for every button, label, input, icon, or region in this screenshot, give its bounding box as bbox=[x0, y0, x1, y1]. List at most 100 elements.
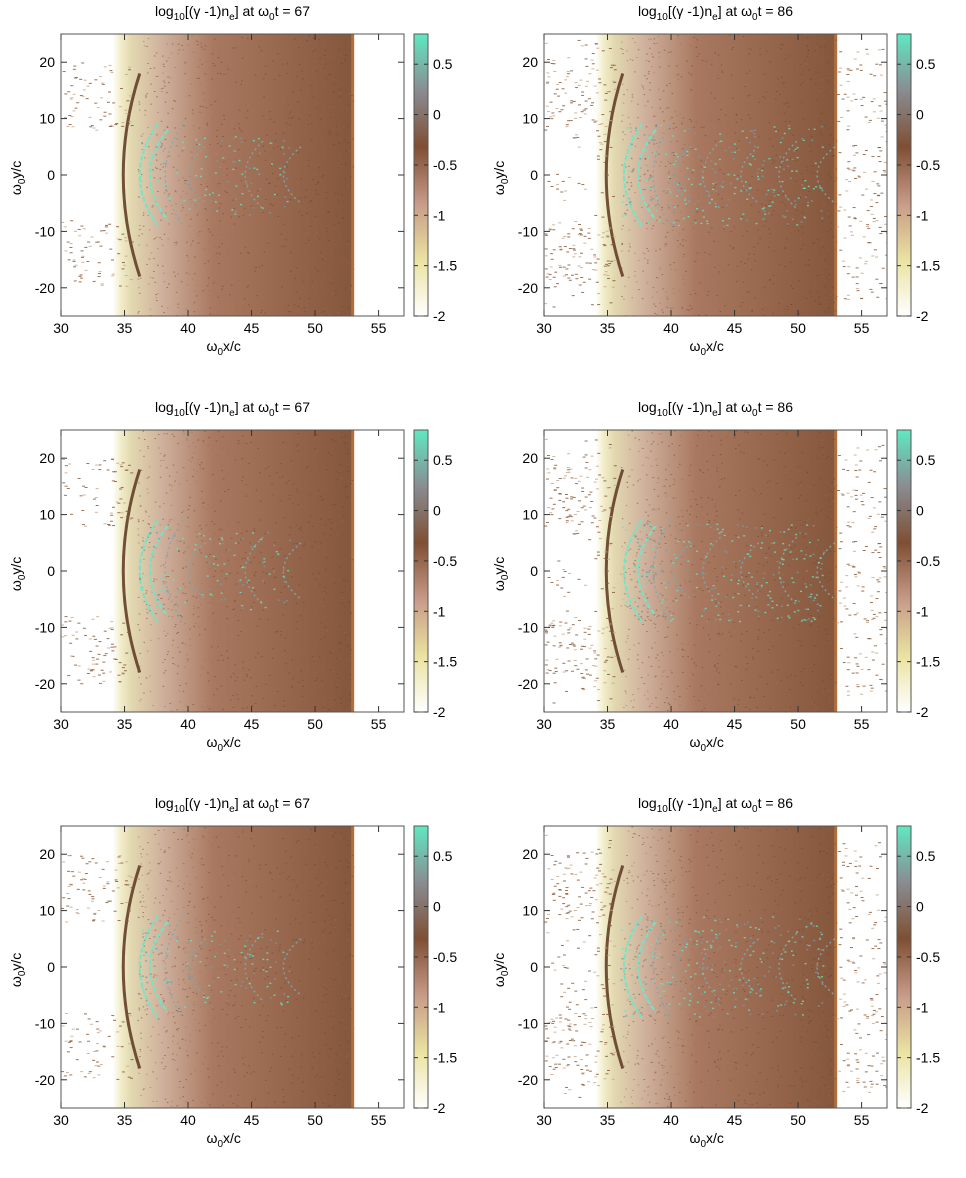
x-tick-label: 55 bbox=[371, 320, 387, 336]
x-tick-label: 35 bbox=[117, 716, 133, 732]
y-tick-label: -10 bbox=[518, 619, 538, 635]
x-tick-label: 40 bbox=[663, 1112, 679, 1128]
x-tick-label: 40 bbox=[180, 716, 196, 732]
colorbar-tick-label: -2 bbox=[433, 1100, 446, 1116]
laser-front bbox=[351, 34, 354, 316]
label-part: ω bbox=[207, 338, 218, 354]
y-tick-label: -10 bbox=[35, 1015, 55, 1031]
y-tick-label: 0 bbox=[47, 959, 55, 975]
y-tick-label: 0 bbox=[47, 167, 55, 183]
title-sub: 10 bbox=[657, 12, 668, 23]
colorbar-tick-label: -0.5 bbox=[916, 949, 940, 965]
label-part: ω bbox=[207, 1130, 218, 1146]
title-part: [(γ -1)n bbox=[185, 399, 229, 415]
colorbar-tick-label: -1.5 bbox=[433, 1050, 457, 1066]
y-tick-label: 0 bbox=[47, 563, 55, 579]
y-tick-label: 0 bbox=[530, 563, 538, 579]
x-tick-label: 30 bbox=[53, 716, 69, 732]
label-sub: 0 bbox=[500, 179, 511, 185]
laser-front bbox=[351, 430, 354, 712]
colorbar-tick-label: 0.5 bbox=[433, 56, 453, 72]
label-sub: 0 bbox=[500, 575, 511, 581]
y-axis-label: ω0y/c bbox=[8, 544, 28, 604]
title-part: log bbox=[155, 399, 174, 415]
label-part: ω bbox=[690, 734, 701, 750]
label-sub: 0 bbox=[500, 971, 511, 977]
label-part: ω bbox=[491, 580, 507, 591]
colorbar-tick-label: -2 bbox=[916, 704, 929, 720]
x-tick-label: 50 bbox=[790, 1112, 806, 1128]
colorbar-tick-label: -1 bbox=[433, 603, 446, 619]
colorbar-tick-label: -2 bbox=[433, 308, 446, 324]
y-tick-label: -20 bbox=[35, 280, 55, 296]
label-part: ω bbox=[8, 976, 24, 987]
label-sub: 0 bbox=[17, 575, 28, 581]
chart-title: log10[(γ -1)ne] at ω0t = 86 bbox=[483, 398, 948, 423]
x-tick-label: 50 bbox=[307, 1112, 323, 1128]
x-tick-label: 30 bbox=[536, 1112, 552, 1128]
title-part: ] at ω bbox=[718, 795, 752, 811]
colorbar-tick-label: 0.5 bbox=[916, 452, 936, 468]
label-part: y/c bbox=[491, 953, 507, 971]
label-part: x/c bbox=[223, 1130, 241, 1146]
y-tick-label: 10 bbox=[39, 111, 55, 127]
title-part: [(γ -1)n bbox=[185, 3, 229, 19]
label-part: ω bbox=[690, 338, 701, 354]
title-part: t = 67 bbox=[275, 3, 310, 19]
x-tick-label: 45 bbox=[727, 716, 743, 732]
label-part: x/c bbox=[706, 338, 724, 354]
title-part: [(γ -1)n bbox=[668, 795, 712, 811]
label-part: x/c bbox=[223, 734, 241, 750]
label-part: y/c bbox=[8, 557, 24, 575]
chart-title: log10[(γ -1)ne] at ω0t = 67 bbox=[0, 398, 465, 423]
x-tick-label: 55 bbox=[371, 716, 387, 732]
y-tick-label: -20 bbox=[518, 280, 538, 296]
x-axis-label: ω0x/c bbox=[690, 338, 724, 358]
title-part: [(γ -1)n bbox=[668, 399, 712, 415]
x-tick-label: 30 bbox=[53, 1112, 69, 1128]
colorbar-tick-label: 0 bbox=[433, 899, 441, 915]
title-sub: 10 bbox=[174, 408, 185, 419]
x-tick-label: 55 bbox=[854, 716, 870, 732]
y-tick-label: -10 bbox=[35, 223, 55, 239]
x-tick-label: 45 bbox=[244, 320, 260, 336]
x-tick-label: 50 bbox=[307, 320, 323, 336]
x-tick-label: 30 bbox=[536, 320, 552, 336]
colorbar-tick-label: -2 bbox=[433, 704, 446, 720]
y-tick-label: 20 bbox=[39, 54, 55, 70]
y-tick-label: -20 bbox=[35, 676, 55, 692]
colorbar bbox=[897, 430, 911, 712]
title-part: [(γ -1)n bbox=[185, 795, 229, 811]
colorbar-tick-label: -1 bbox=[433, 999, 446, 1015]
y-axis-label: ω0y/c bbox=[491, 544, 511, 604]
title-part: t = 86 bbox=[758, 3, 793, 19]
y-axis-label: ω0y/c bbox=[8, 940, 28, 1000]
laser-front bbox=[351, 826, 354, 1108]
x-tick-label: 50 bbox=[790, 716, 806, 732]
colorbar bbox=[897, 826, 911, 1108]
x-tick-label: 40 bbox=[663, 716, 679, 732]
y-axis-label: ω0y/c bbox=[8, 148, 28, 208]
x-axis-label: ω0x/c bbox=[690, 1130, 724, 1150]
label-part: x/c bbox=[706, 734, 724, 750]
colorbar-tick-label: 0.5 bbox=[916, 848, 936, 864]
label-part: x/c bbox=[706, 1130, 724, 1146]
y-tick-label: 20 bbox=[39, 846, 55, 862]
y-tick-label: -20 bbox=[518, 676, 538, 692]
label-part: y/c bbox=[491, 557, 507, 575]
colorbar-tick-label: 0 bbox=[433, 107, 441, 123]
x-tick-label: 50 bbox=[790, 320, 806, 336]
label-part: y/c bbox=[491, 161, 507, 179]
title-part: log bbox=[638, 3, 657, 19]
x-tick-label: 35 bbox=[117, 1112, 133, 1128]
x-axis-label: ω0x/c bbox=[207, 734, 241, 754]
colorbar-tick-label: -0.5 bbox=[916, 157, 940, 173]
y-tick-label: 0 bbox=[530, 959, 538, 975]
